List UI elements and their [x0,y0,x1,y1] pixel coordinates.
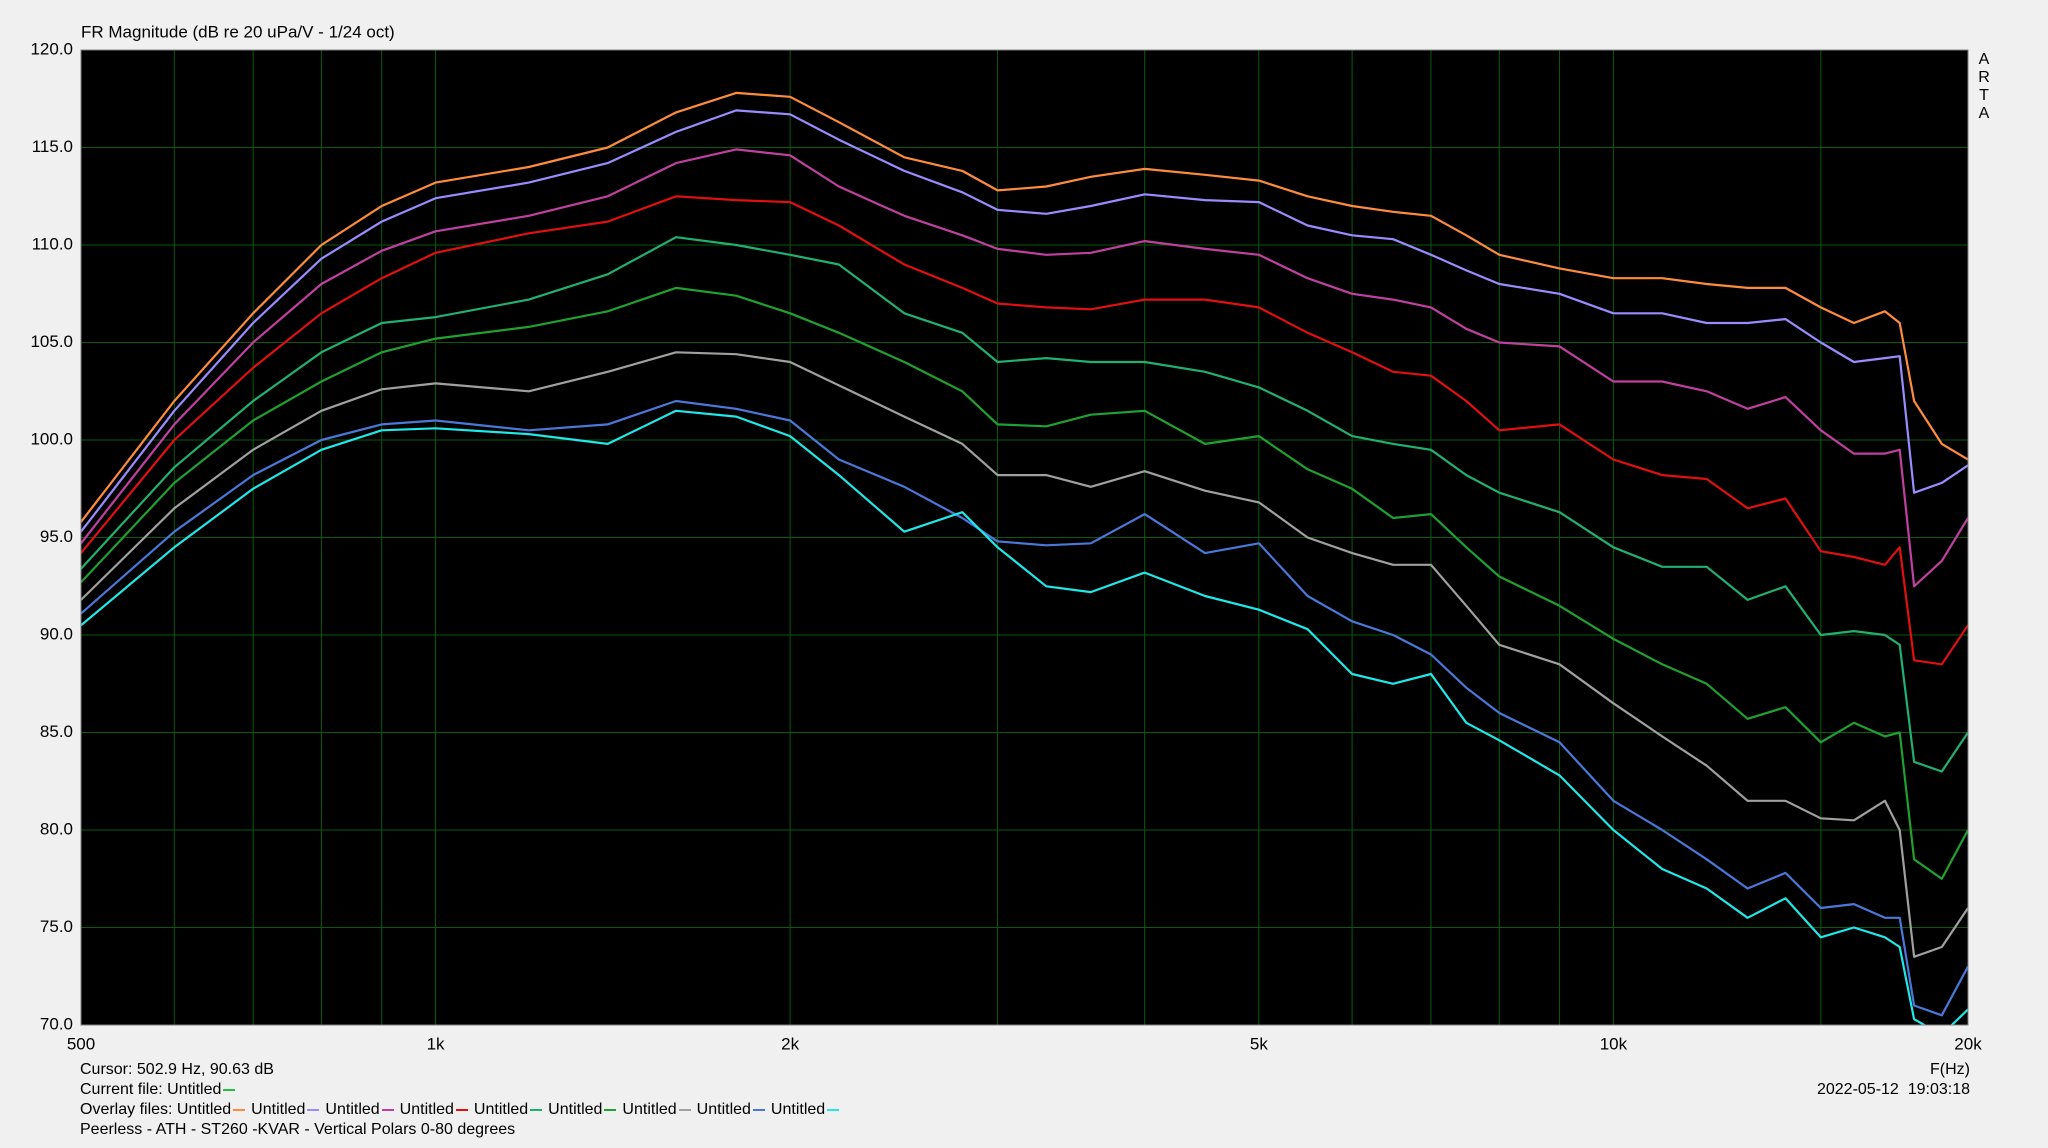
legend-swatch [827,1108,840,1111]
legend-label: Untitled [251,1101,306,1118]
x-tick-label: 2k [781,1034,799,1053]
legend-swatch [233,1108,246,1111]
series-line [81,409,1968,1025]
legend-swatch [604,1108,617,1111]
legend-swatch [530,1108,543,1111]
legend-swatch [223,1088,236,1091]
current-file-label: Current file: [80,1081,163,1098]
y-tick-label: 85.0 [40,722,73,741]
watermark-letter: A [1979,105,1990,122]
chart-title: FR Magnitude (dB re 20 uPa/V - 1/24 oct) [81,22,395,41]
current-file-name: Untitled [167,1081,222,1098]
legend-swatch [678,1108,691,1111]
overlay-label: Overlay files: [80,1101,173,1118]
legend-label: Untitled [696,1101,751,1118]
x-tick-label: 10k [1600,1034,1628,1053]
legend-label: Untitled [770,1101,826,1118]
y-tick-label: 100.0 [30,429,73,448]
watermark-letter: R [1978,69,1990,86]
watermark-letter: A [1979,51,1990,68]
description-row: Peerless - ATH - ST260 -KVAR - Vertical … [80,1120,1970,1140]
x-tick-label: 20k [1954,1034,1982,1053]
y-tick-label: 105.0 [30,332,73,351]
y-tick-label: 70.0 [40,1014,73,1033]
x-tick-label: 1k [427,1034,445,1053]
timestamp: 2022-05-12 19:03:18 [1816,1081,1970,1098]
legend-label: Untitled [548,1101,603,1118]
legend-swatch [381,1108,394,1111]
description: Peerless - ATH - ST260 -KVAR - Vertical … [80,1121,516,1138]
cursor-row: Cursor: 502.9 Hz, 90.63 dB F(Hz) [80,1060,1970,1080]
cursor-readout: Cursor: 502.9 Hz, 90.63 dB [80,1061,274,1078]
lines [81,91,1968,1025]
series-line [81,148,1968,588]
plot-frame [80,49,1969,1026]
current-file-row: Current file: Untitled 2022-05-12 19:03:1… [80,1080,1970,1100]
legend-label: Untitled [325,1101,380,1118]
y-tick-label: 120.0 [30,39,73,58]
series-line [81,91,1968,523]
legend-label: Untitled [399,1101,454,1118]
series-line [81,351,1968,958]
y-tick-label: 75.0 [40,917,73,936]
footer: Cursor: 502.9 Hz, 90.63 dB F(Hz) Current … [80,1060,1970,1140]
x-tick-label: 500 [67,1034,95,1053]
legend-label: Untitled [176,1101,232,1118]
x-axis-label: F(Hz) [1930,1061,1970,1078]
y-tick-label: 110.0 [32,234,73,253]
series-line [81,236,1968,773]
y-tick-label: 95.0 [40,527,73,546]
legend-label: Untitled [622,1101,677,1118]
x-tick-label: 5k [1250,1034,1268,1053]
legend-swatch [455,1108,468,1111]
legend-swatch [307,1108,320,1111]
y-tick-label: 90.0 [40,624,73,643]
y-tick-label: 80.0 [40,819,73,838]
series-line [81,399,1968,1017]
legend: Overlay files: Untitled Untitled Untitled U… [80,1100,1970,1120]
legend-label: Untitled [473,1101,529,1118]
legend-swatch [752,1108,765,1111]
y-tick-label: 115.0 [32,137,73,156]
series-line [81,286,1968,880]
series-line [81,109,1968,533]
watermark-letter: T [1979,87,1989,104]
series-line [81,195,1968,666]
